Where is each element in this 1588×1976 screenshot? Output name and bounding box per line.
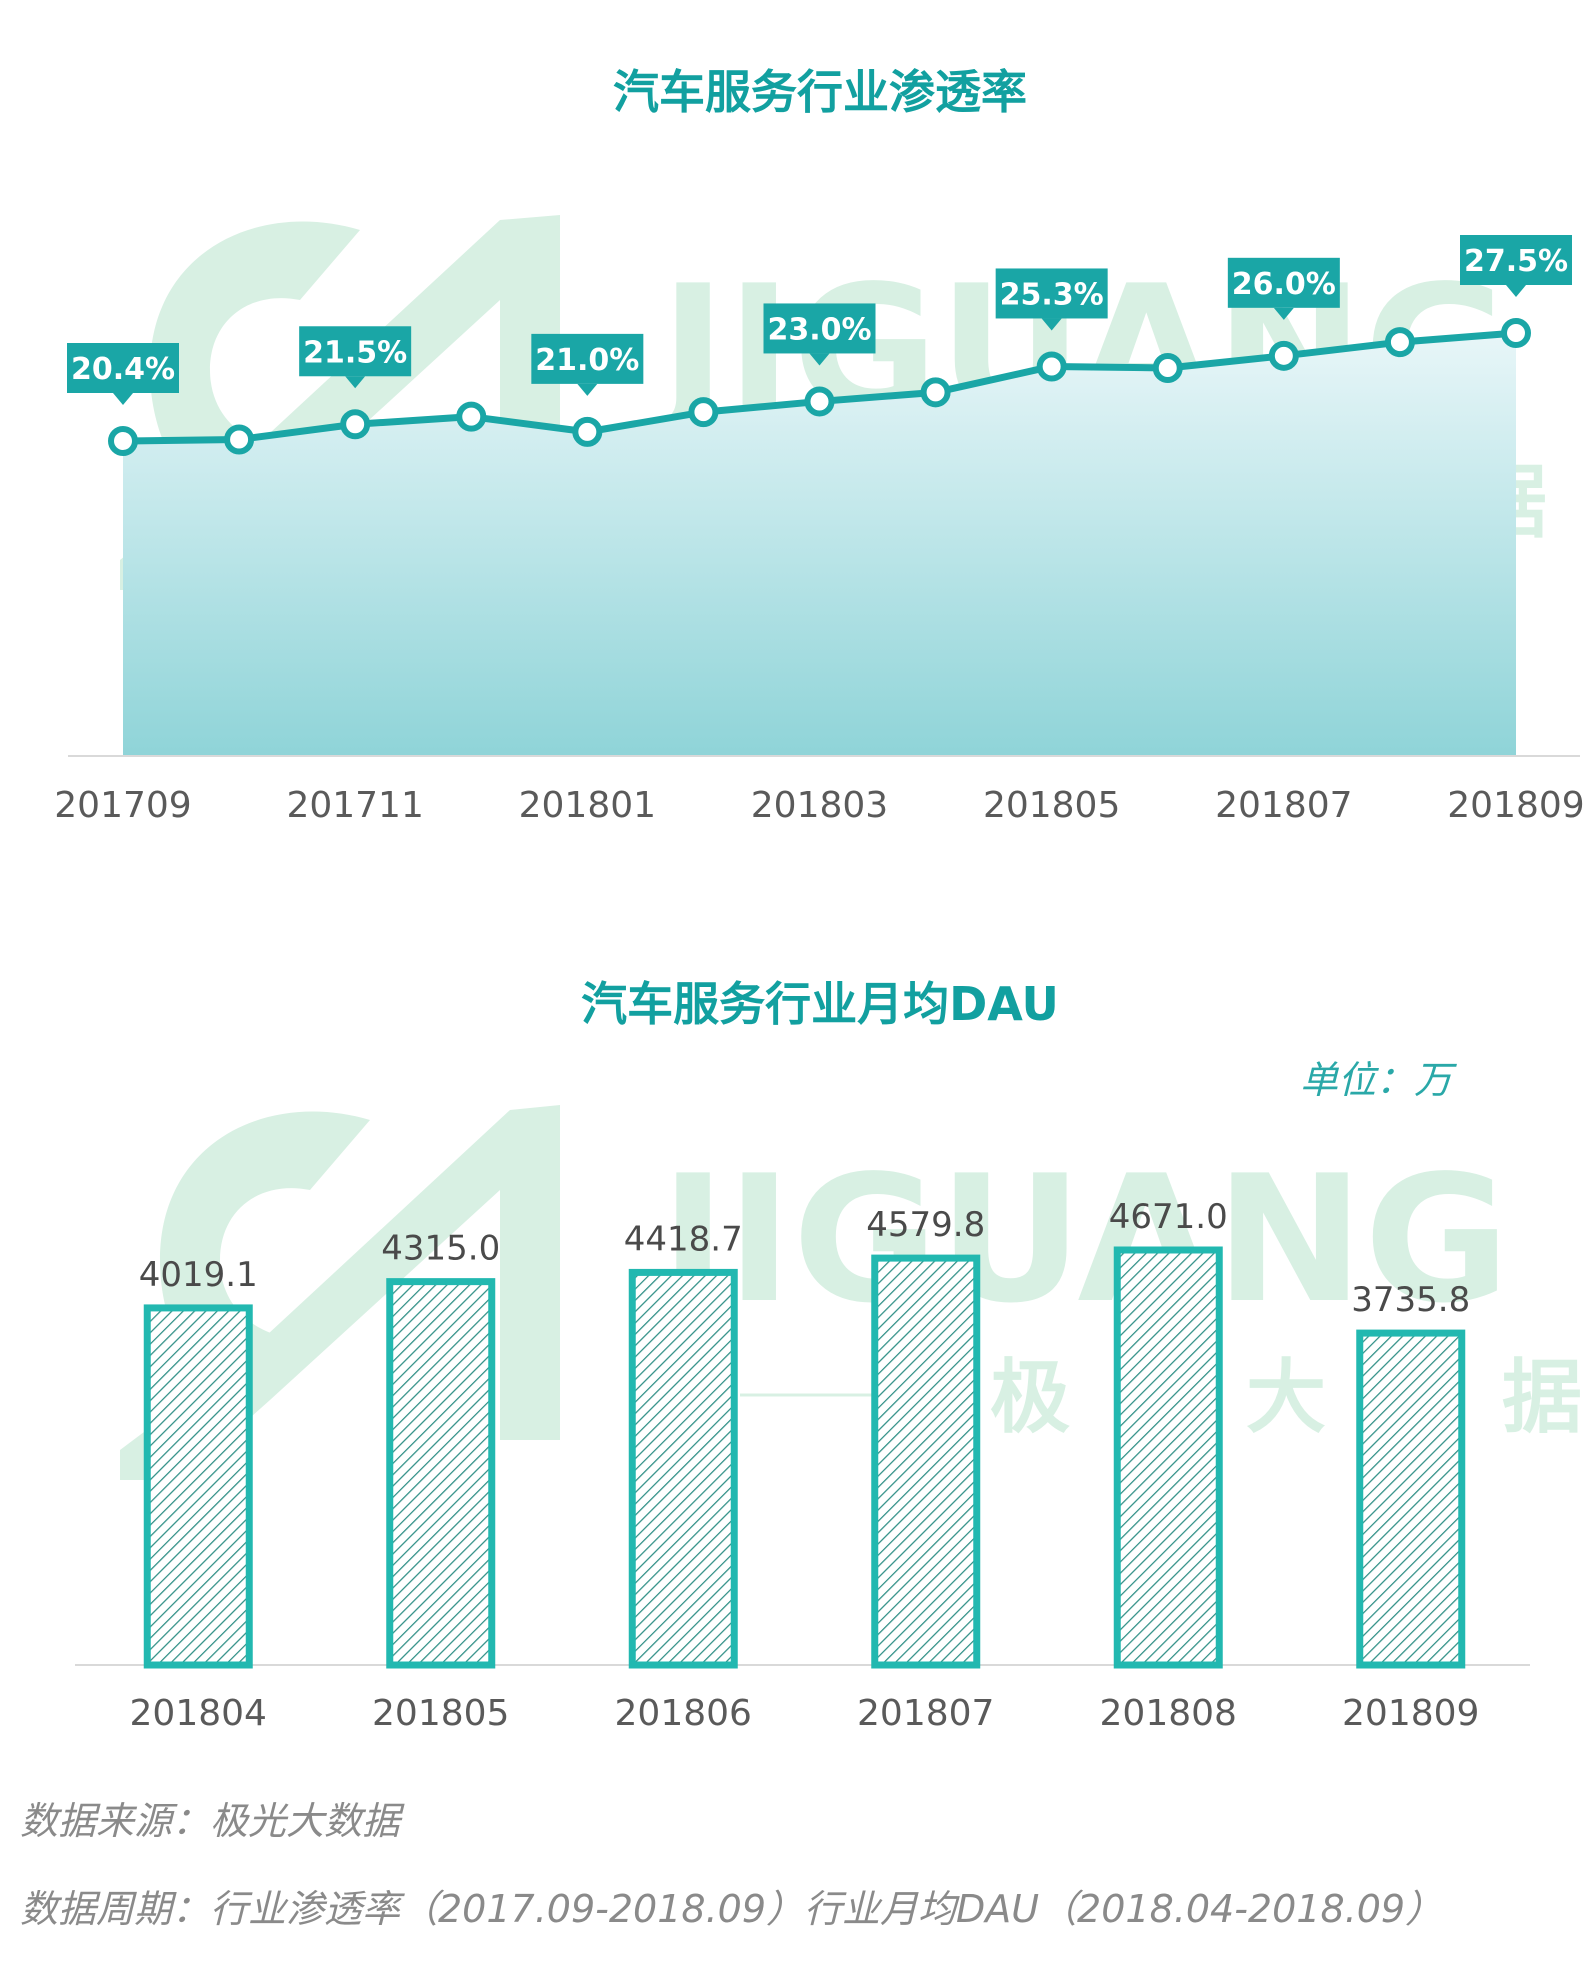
bar-value-label: 4579.8 bbox=[866, 1205, 985, 1245]
data-label: 21.5% bbox=[303, 335, 407, 370]
bar-value-label: 4671.0 bbox=[1109, 1197, 1228, 1237]
x-tick-label: 201803 bbox=[751, 785, 888, 826]
data-label-box bbox=[1460, 235, 1572, 285]
data-label: 27.5% bbox=[1464, 244, 1568, 279]
x-tick-label: 201806 bbox=[615, 1693, 752, 1734]
data-label-pointer bbox=[113, 393, 133, 405]
chart2-title: 汽车服务行业月均DAU bbox=[581, 977, 1059, 1031]
data-point bbox=[1268, 340, 1299, 371]
data-point bbox=[456, 401, 487, 432]
x-tick-label: 201801 bbox=[519, 785, 656, 826]
bar bbox=[386, 1278, 496, 1669]
data-label-box bbox=[67, 343, 179, 393]
data-label: 26.0% bbox=[1232, 267, 1336, 302]
area-fill bbox=[123, 333, 1516, 756]
bar bbox=[1356, 1329, 1466, 1669]
bar-value-label: 4019.1 bbox=[139, 1255, 258, 1295]
data-point bbox=[1152, 352, 1183, 383]
data-point bbox=[1036, 351, 1067, 382]
data-label: 21.0% bbox=[535, 343, 639, 378]
unit-label: 单位：万 bbox=[1300, 1058, 1457, 1102]
bar bbox=[143, 1304, 253, 1669]
bar bbox=[628, 1268, 738, 1669]
data-point bbox=[572, 416, 603, 447]
x-tick-label: 201711 bbox=[286, 785, 423, 826]
bar-value-label: 3735.8 bbox=[1351, 1280, 1470, 1320]
data-label: 23.0% bbox=[767, 312, 871, 347]
watermark-cn-2: 极光大数据 bbox=[990, 1351, 1588, 1444]
x-tick-label: 201807 bbox=[1215, 785, 1352, 826]
data-label-box bbox=[763, 303, 876, 354]
bar bbox=[871, 1254, 981, 1669]
source-note: 数据来源：极光大数据 bbox=[20, 1799, 401, 1843]
data-point bbox=[1384, 327, 1415, 358]
data-label-box bbox=[531, 333, 644, 384]
data-label: 20.4% bbox=[71, 352, 175, 387]
bar-value-label: 4315.0 bbox=[381, 1229, 500, 1269]
x-tick-label: 201804 bbox=[130, 1693, 267, 1734]
data-point bbox=[340, 409, 371, 440]
data-label-pointer bbox=[345, 376, 366, 389]
data-point bbox=[224, 424, 255, 455]
data-label-box bbox=[1227, 257, 1340, 308]
bar bbox=[1113, 1246, 1223, 1669]
data-label-pointer bbox=[1506, 285, 1526, 297]
data-label-pointer bbox=[577, 383, 598, 396]
data-label: 25.3% bbox=[1000, 277, 1104, 312]
watermark-brand-2: JIGUANG bbox=[650, 1139, 1510, 1342]
data-label-pointer bbox=[1273, 307, 1294, 320]
bar-value-label: 4418.7 bbox=[624, 1219, 743, 1259]
period-note: 数据周期：行业渗透率（2017.09-2018.09）行业月均DAU（2018.… bbox=[20, 1887, 1444, 1931]
data-point bbox=[804, 386, 835, 417]
data-label-pointer bbox=[809, 353, 830, 366]
x-tick-label: 201805 bbox=[983, 785, 1120, 826]
x-tick-label: 201809 bbox=[1342, 1693, 1479, 1734]
x-tick-label: 201807 bbox=[857, 1693, 994, 1734]
data-point bbox=[688, 397, 719, 428]
line-chart: 20.4% 21.5% 21.0% 23.0% 25.3% 26.0% 27.5% 20170… bbox=[54, 235, 1585, 826]
data-point bbox=[1501, 318, 1531, 348]
x-tick-label: 201808 bbox=[1100, 1693, 1237, 1734]
data-point bbox=[920, 377, 951, 408]
x-tick-label: 201805 bbox=[372, 1693, 509, 1734]
bar-chart: 4019.1 201804 4315.0 201805 4418.7 201806 4579… bbox=[75, 1197, 1530, 1734]
data-point bbox=[108, 426, 138, 456]
data-label-box bbox=[995, 268, 1108, 319]
chart1-title: 汽车服务行业渗透率 bbox=[613, 65, 1027, 119]
data-label-box bbox=[299, 326, 412, 377]
x-tick-label: 201709 bbox=[54, 785, 191, 826]
data-label-pointer bbox=[1041, 318, 1062, 331]
x-tick-label: 201809 bbox=[1447, 785, 1584, 826]
